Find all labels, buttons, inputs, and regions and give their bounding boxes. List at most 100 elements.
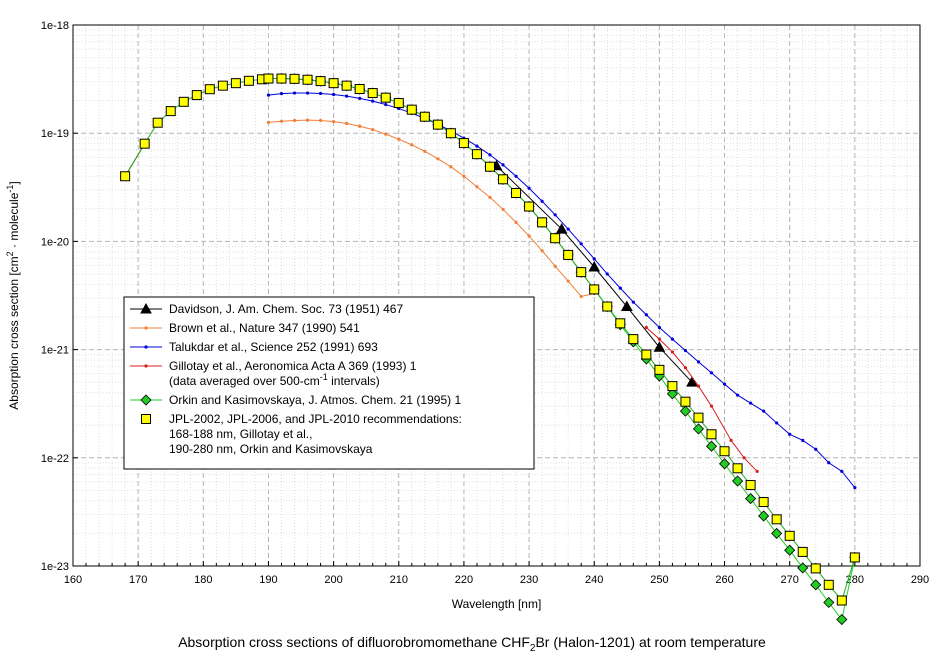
data-point xyxy=(292,91,297,95)
y-tick-label: 1e-18 xyxy=(41,20,69,32)
legend-marker xyxy=(140,302,152,314)
data-point xyxy=(266,93,271,97)
data-point xyxy=(217,80,228,91)
legend-label: Gillotay et al., Aeronomica Acta A 369 (… xyxy=(169,359,417,373)
data-point xyxy=(458,138,469,149)
y-axis-label-sup1: 2 xyxy=(5,251,15,256)
data-point xyxy=(618,286,622,290)
data-point xyxy=(579,242,583,246)
data-point xyxy=(686,376,698,387)
x-tick-label: 240 xyxy=(585,574,603,586)
data-point xyxy=(475,185,479,189)
series-line xyxy=(268,119,595,297)
data-point xyxy=(332,119,336,124)
data-point xyxy=(553,264,557,268)
data-point xyxy=(827,461,831,465)
data-point xyxy=(801,438,805,442)
data-point xyxy=(384,132,388,136)
data-point xyxy=(406,104,417,115)
data-point xyxy=(462,174,466,178)
data-point xyxy=(797,562,809,574)
legend-label: 190-280 nm, Orkin and Kasimovskaya xyxy=(169,442,373,456)
data-point xyxy=(380,92,391,103)
data-point xyxy=(732,463,743,474)
plot-frame xyxy=(72,24,921,567)
data-point xyxy=(315,76,326,87)
data-point xyxy=(620,300,633,312)
data-point xyxy=(840,469,844,473)
data-point xyxy=(706,429,717,440)
legend: Davidson, J. Am. Chem. Soc. 73 (1951) 46… xyxy=(123,296,535,470)
data-point xyxy=(230,78,241,89)
data-point xyxy=(318,91,323,96)
y-axis-label: Absorption cross section [cm2 · molecule… xyxy=(5,181,21,409)
data-point xyxy=(384,102,388,107)
data-point xyxy=(279,119,284,123)
data-point xyxy=(849,552,860,563)
data-point xyxy=(657,337,661,341)
data-point xyxy=(204,84,215,95)
data-point xyxy=(705,440,718,452)
data-point xyxy=(358,96,362,100)
data-point xyxy=(566,227,570,231)
data-point xyxy=(797,546,808,557)
data-point xyxy=(579,294,583,299)
data-point xyxy=(555,223,568,234)
data-point xyxy=(553,213,557,217)
data-point xyxy=(735,393,740,397)
legend-marker xyxy=(144,345,148,349)
data-point xyxy=(719,446,730,457)
data-point xyxy=(784,544,796,556)
data-point xyxy=(683,366,688,370)
data-point xyxy=(732,475,744,487)
data-point xyxy=(592,257,596,261)
series-talukdar-et-al- xyxy=(266,91,857,490)
data-point xyxy=(471,149,482,160)
caption-prefix: Absorption cross sections of difluorobro… xyxy=(178,634,530,650)
data-point xyxy=(667,381,678,392)
data-point xyxy=(745,480,756,491)
data-point xyxy=(745,492,757,505)
legend-box xyxy=(123,296,535,470)
data-point xyxy=(358,124,362,128)
data-point xyxy=(742,456,746,460)
data-point xyxy=(243,75,254,86)
x-tick-label: 270 xyxy=(781,574,799,586)
data-point xyxy=(563,249,574,260)
data-point xyxy=(191,90,202,101)
data-point xyxy=(498,174,509,185)
data-point xyxy=(758,510,770,522)
legend-label: JPL-2002, JPL-2006, and JPL-2010 recomme… xyxy=(169,412,462,426)
legend-marker xyxy=(141,414,151,424)
data-point xyxy=(527,234,531,238)
x-axis-label: Wavelength [nm] xyxy=(452,597,542,611)
data-point xyxy=(696,360,701,364)
data-point xyxy=(771,514,782,525)
series-layer xyxy=(120,72,861,626)
data-point xyxy=(367,88,378,99)
data-point xyxy=(628,334,639,345)
x-tick-label: 260 xyxy=(715,574,733,586)
caption-subscript: 2 xyxy=(529,642,536,654)
y-tick-label: 1e-22 xyxy=(41,453,69,465)
y-tick-label: 1e-20 xyxy=(41,236,69,248)
data-point xyxy=(670,337,675,341)
data-point xyxy=(328,78,339,89)
data-point xyxy=(165,106,176,117)
data-point xyxy=(566,279,570,283)
data-point xyxy=(139,138,150,149)
data-point xyxy=(679,405,692,417)
data-point xyxy=(514,174,518,178)
x-tick-label: 220 xyxy=(455,574,473,586)
data-point xyxy=(537,217,548,228)
series-line xyxy=(496,165,693,383)
legend-marker xyxy=(144,364,148,368)
x-tick-label: 290 xyxy=(911,574,929,586)
data-point xyxy=(292,118,297,123)
y-axis-label-prefix: Absorption cross section [cm xyxy=(7,256,21,409)
x-tick-label: 190 xyxy=(259,574,277,586)
data-point xyxy=(810,563,821,574)
data-point xyxy=(484,161,495,172)
data-point xyxy=(354,84,365,95)
series-brown-et-al- xyxy=(266,118,596,299)
